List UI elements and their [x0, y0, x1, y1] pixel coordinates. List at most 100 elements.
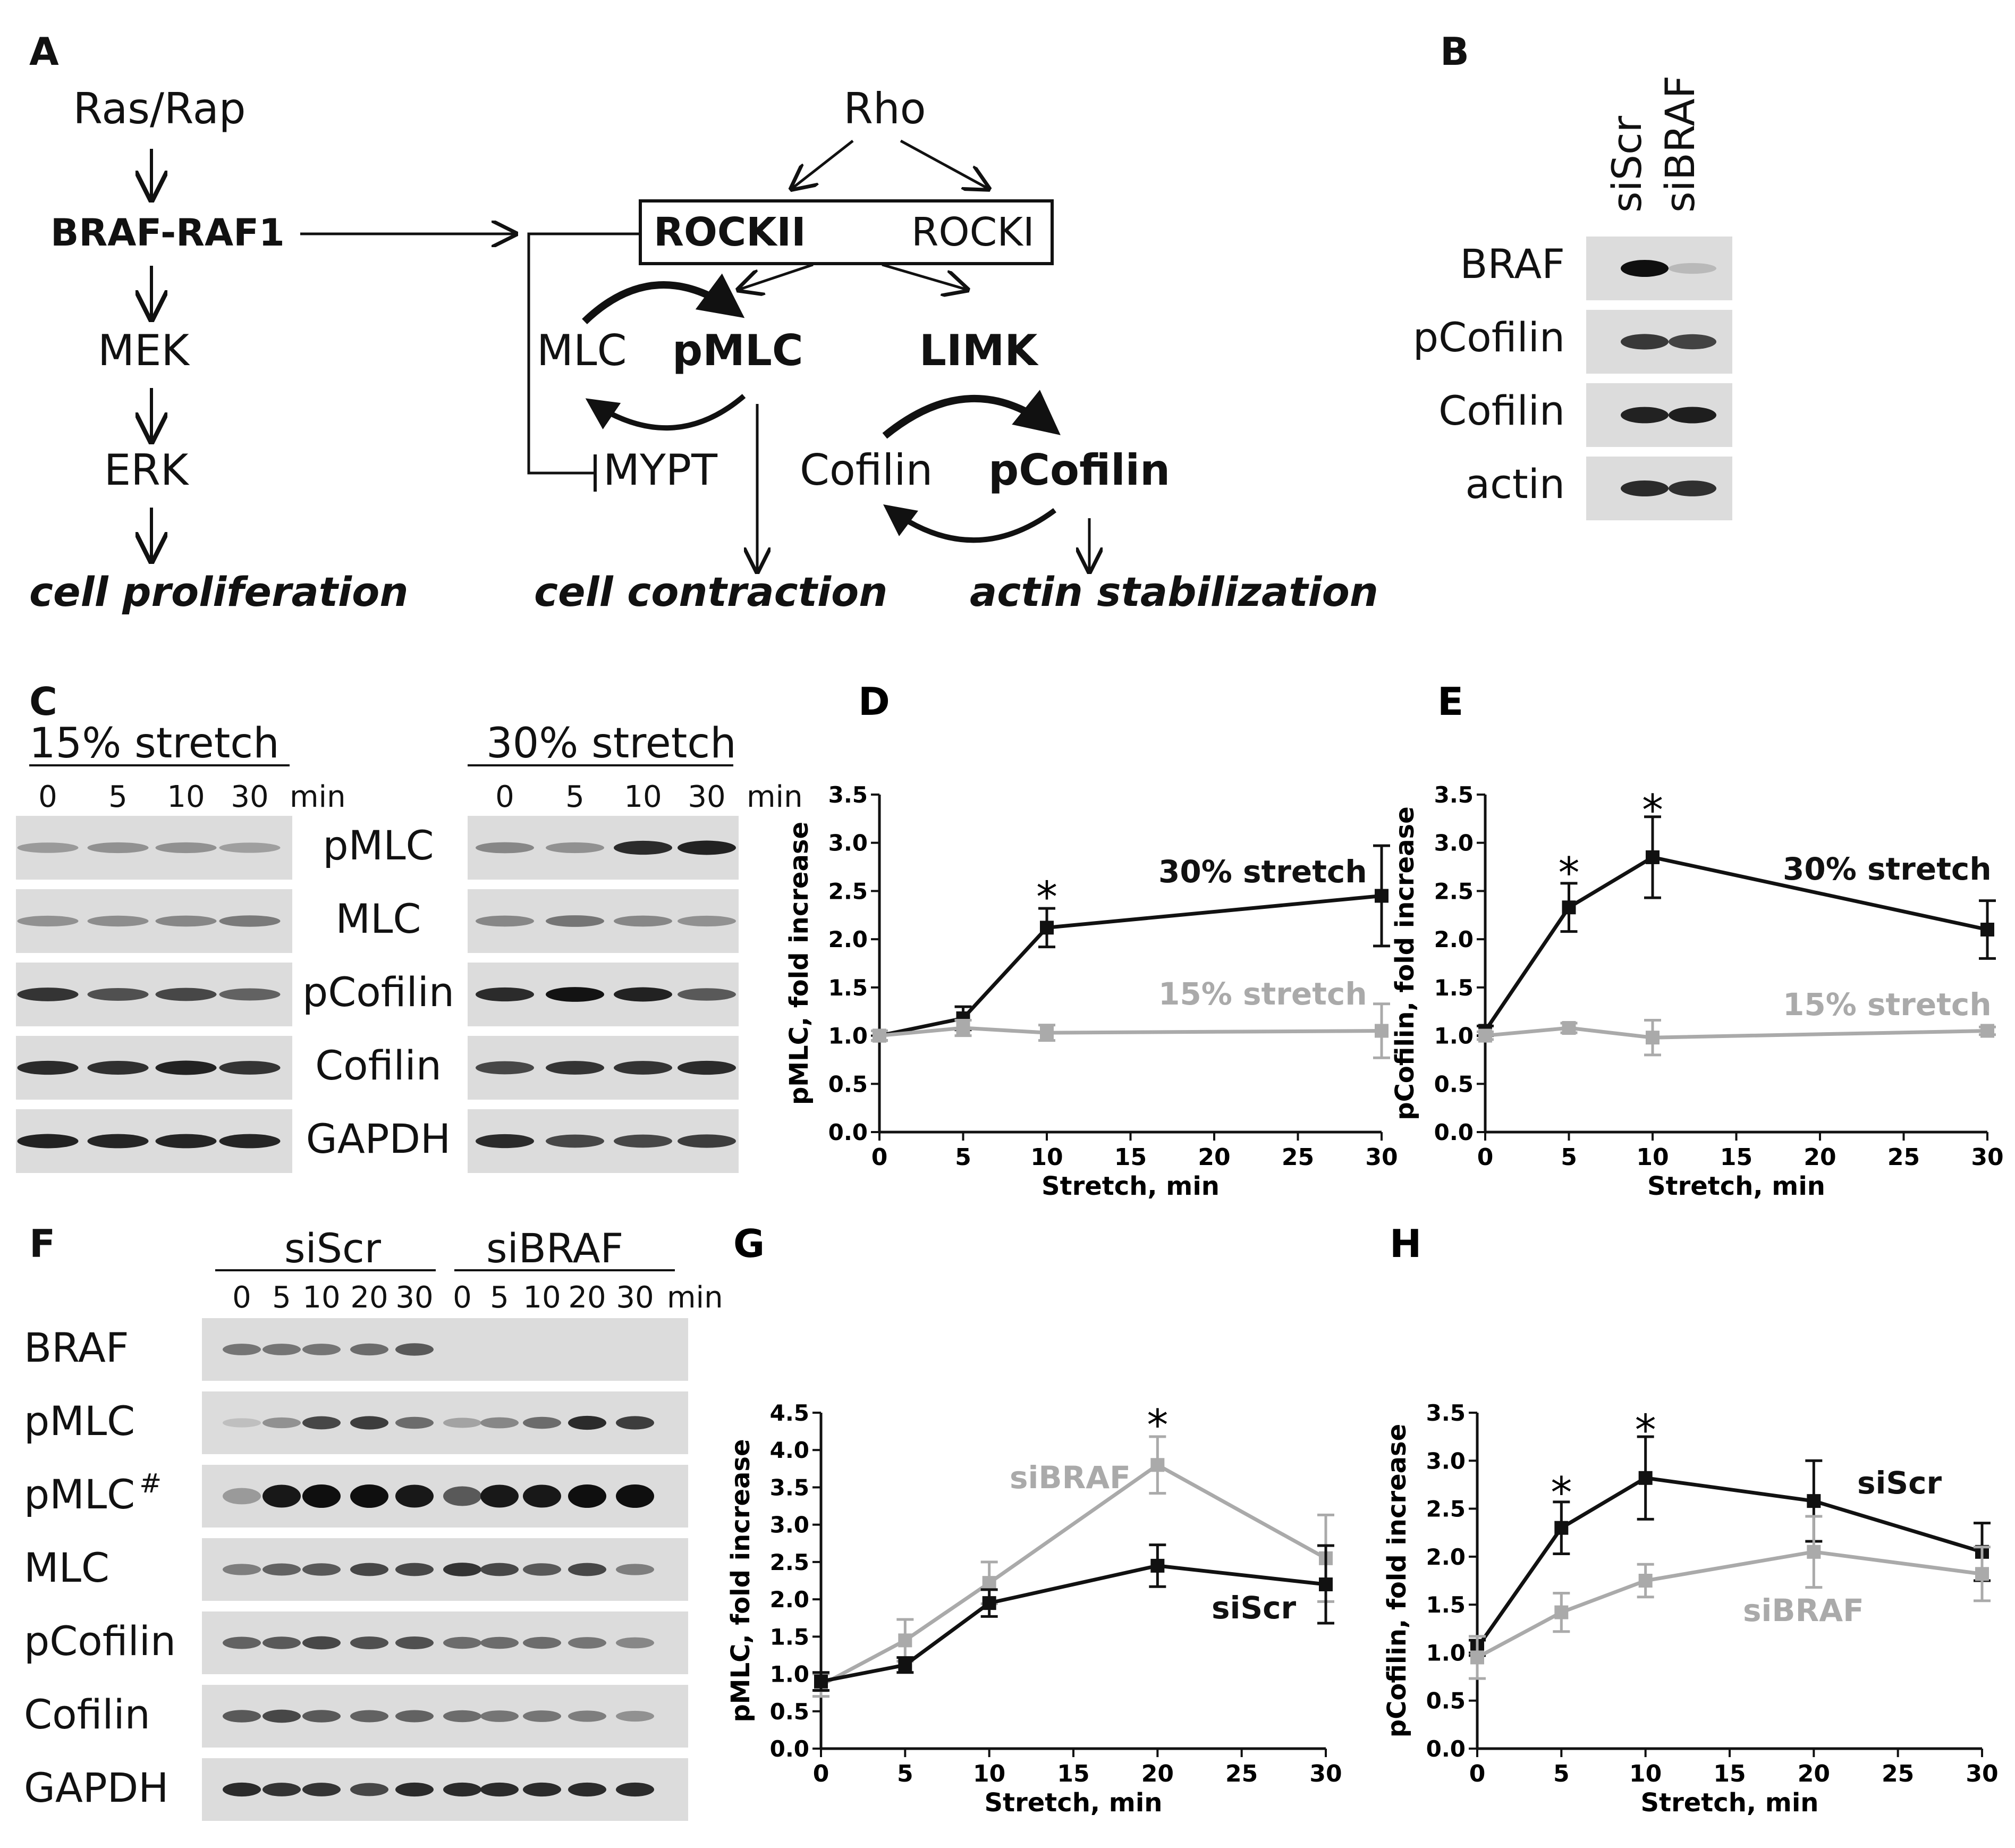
y-tick-label: 0.0 — [1434, 1119, 1474, 1145]
time-label: 30 — [231, 780, 268, 814]
data-point — [1150, 1458, 1165, 1472]
time-label: 10 — [624, 780, 662, 814]
x-tick-label: 20 — [1798, 1760, 1830, 1787]
blot-f-strip — [202, 1611, 688, 1674]
blot-band — [155, 915, 217, 927]
data-point — [898, 1658, 912, 1672]
mypt-label: MYPT — [603, 445, 718, 495]
data-point — [1807, 1494, 1821, 1508]
blot-band — [476, 1061, 534, 1075]
blot-c-right-strip — [468, 963, 739, 1026]
series-siscr: siScr — [1469, 1435, 1991, 1657]
data-point — [956, 1021, 970, 1035]
blot-band — [302, 1636, 341, 1650]
series-label: siScr — [1857, 1465, 1942, 1501]
mlc-cycle-top-arrow — [582, 273, 745, 325]
blot-b-row-label: pCofilin — [1413, 314, 1565, 361]
time-label: 30 — [616, 1280, 654, 1315]
data-point — [1470, 1650, 1484, 1665]
time-label: 10 — [302, 1280, 340, 1315]
panel-letter-d: D — [858, 679, 890, 724]
series-label: siBRAF — [1743, 1592, 1864, 1628]
time-label: 10 — [167, 780, 205, 814]
blot-c-right-strip — [468, 816, 739, 880]
panel-c: C 15% stretch 30% stretch 0 5 10 30 0 5 10 30 mi… — [16, 679, 803, 1173]
blot-band — [476, 987, 534, 1002]
data-point — [814, 1674, 828, 1689]
y-tick-label: 2.0 — [1426, 1544, 1466, 1570]
x-tick-label: 30 — [1971, 1144, 2003, 1171]
series-line — [1476, 1550, 1983, 1659]
blot-band — [17, 1134, 79, 1149]
time-label: 5 — [490, 1280, 509, 1315]
x-tick-label: 5 — [955, 1144, 971, 1171]
blot-band — [1669, 263, 1716, 274]
blot-band — [219, 988, 281, 1001]
blot-b-strip — [1586, 383, 1732, 447]
blot-band — [219, 1061, 281, 1075]
erk-label: ERK — [104, 445, 190, 495]
data-point — [1807, 1545, 1821, 1559]
series-label: siScr — [1212, 1590, 1297, 1626]
blot-c-row-label: GAPDH — [306, 1115, 451, 1162]
blot-band — [614, 1134, 672, 1148]
blot-band — [219, 842, 281, 853]
blot-band — [87, 988, 149, 1001]
significance-asterisk: * — [1036, 873, 1057, 922]
data-point — [1554, 1605, 1569, 1619]
series-sibraf: siBRAF — [812, 1435, 1334, 1698]
blot-band — [616, 1782, 654, 1797]
blot-band — [1621, 260, 1669, 277]
x-tick-label: 30 — [1365, 1144, 1398, 1171]
time-label: 0 — [38, 780, 57, 814]
series-line — [879, 1026, 1382, 1038]
y-tick-label: 1.0 — [770, 1661, 809, 1687]
data-point — [1478, 1028, 1492, 1043]
series-line — [1485, 1026, 1988, 1040]
blot-band — [219, 1134, 281, 1149]
y-axis-label: pMLC, fold increase — [784, 822, 814, 1105]
blot-band — [263, 1344, 301, 1355]
blot-f-row-label: BRAF — [24, 1324, 129, 1371]
blot-band — [443, 1563, 481, 1576]
blot-band — [302, 1344, 341, 1355]
blot-f-row-label: pCofilin — [24, 1617, 176, 1665]
time-label: 20 — [568, 1280, 606, 1315]
blot-band — [523, 1636, 561, 1649]
blot-band — [480, 1710, 519, 1722]
blot-c-right-strip — [468, 1109, 739, 1173]
blot-f-row-label: pMLC # — [24, 1468, 162, 1518]
blot-band — [17, 842, 79, 853]
time-label: 30 — [395, 1280, 433, 1315]
data-point — [982, 1576, 996, 1590]
panel-letter-c: C — [29, 679, 57, 724]
mlc-cycle-bottom-arrow — [585, 394, 746, 431]
blot-band — [523, 1563, 561, 1576]
time-label: 0 — [232, 1280, 251, 1315]
blot-band — [678, 915, 736, 927]
time-label: 20 — [350, 1280, 388, 1315]
blot-band — [476, 842, 534, 854]
blot-band — [17, 915, 79, 927]
y-tick-label: 4.5 — [770, 1400, 809, 1426]
y-tick-label: 3.0 — [1434, 830, 1474, 856]
data-point — [898, 1633, 912, 1648]
blot-f-row-label: MLC — [24, 1544, 109, 1591]
x-tick-label: 25 — [1282, 1144, 1314, 1171]
stretch-15-label: 15% stretch — [29, 720, 280, 767]
blot-band — [546, 1134, 604, 1148]
data-point — [1375, 1024, 1389, 1038]
data-point — [1562, 900, 1576, 915]
blot-band — [616, 1484, 654, 1508]
blot-band — [616, 1710, 654, 1722]
y-axis-label: pMLC, fold increase — [726, 1439, 756, 1722]
blot-band — [568, 1415, 606, 1430]
panel-letter-g: G — [733, 1221, 765, 1266]
blot-band — [1669, 480, 1716, 496]
blot-b-strip — [1586, 237, 1732, 300]
blot-c-row-label: MLC — [336, 895, 421, 942]
panel-d: D 0 5 10 15 20 25 30 0.0 0.5 1.0 1.5 2.0 2.5 3.0 3.5 St… — [784, 679, 1398, 1201]
blot-c-row-label: pCofilin — [302, 968, 454, 1016]
blot-band — [480, 1563, 519, 1576]
x-tick-label: 25 — [1882, 1760, 1914, 1787]
